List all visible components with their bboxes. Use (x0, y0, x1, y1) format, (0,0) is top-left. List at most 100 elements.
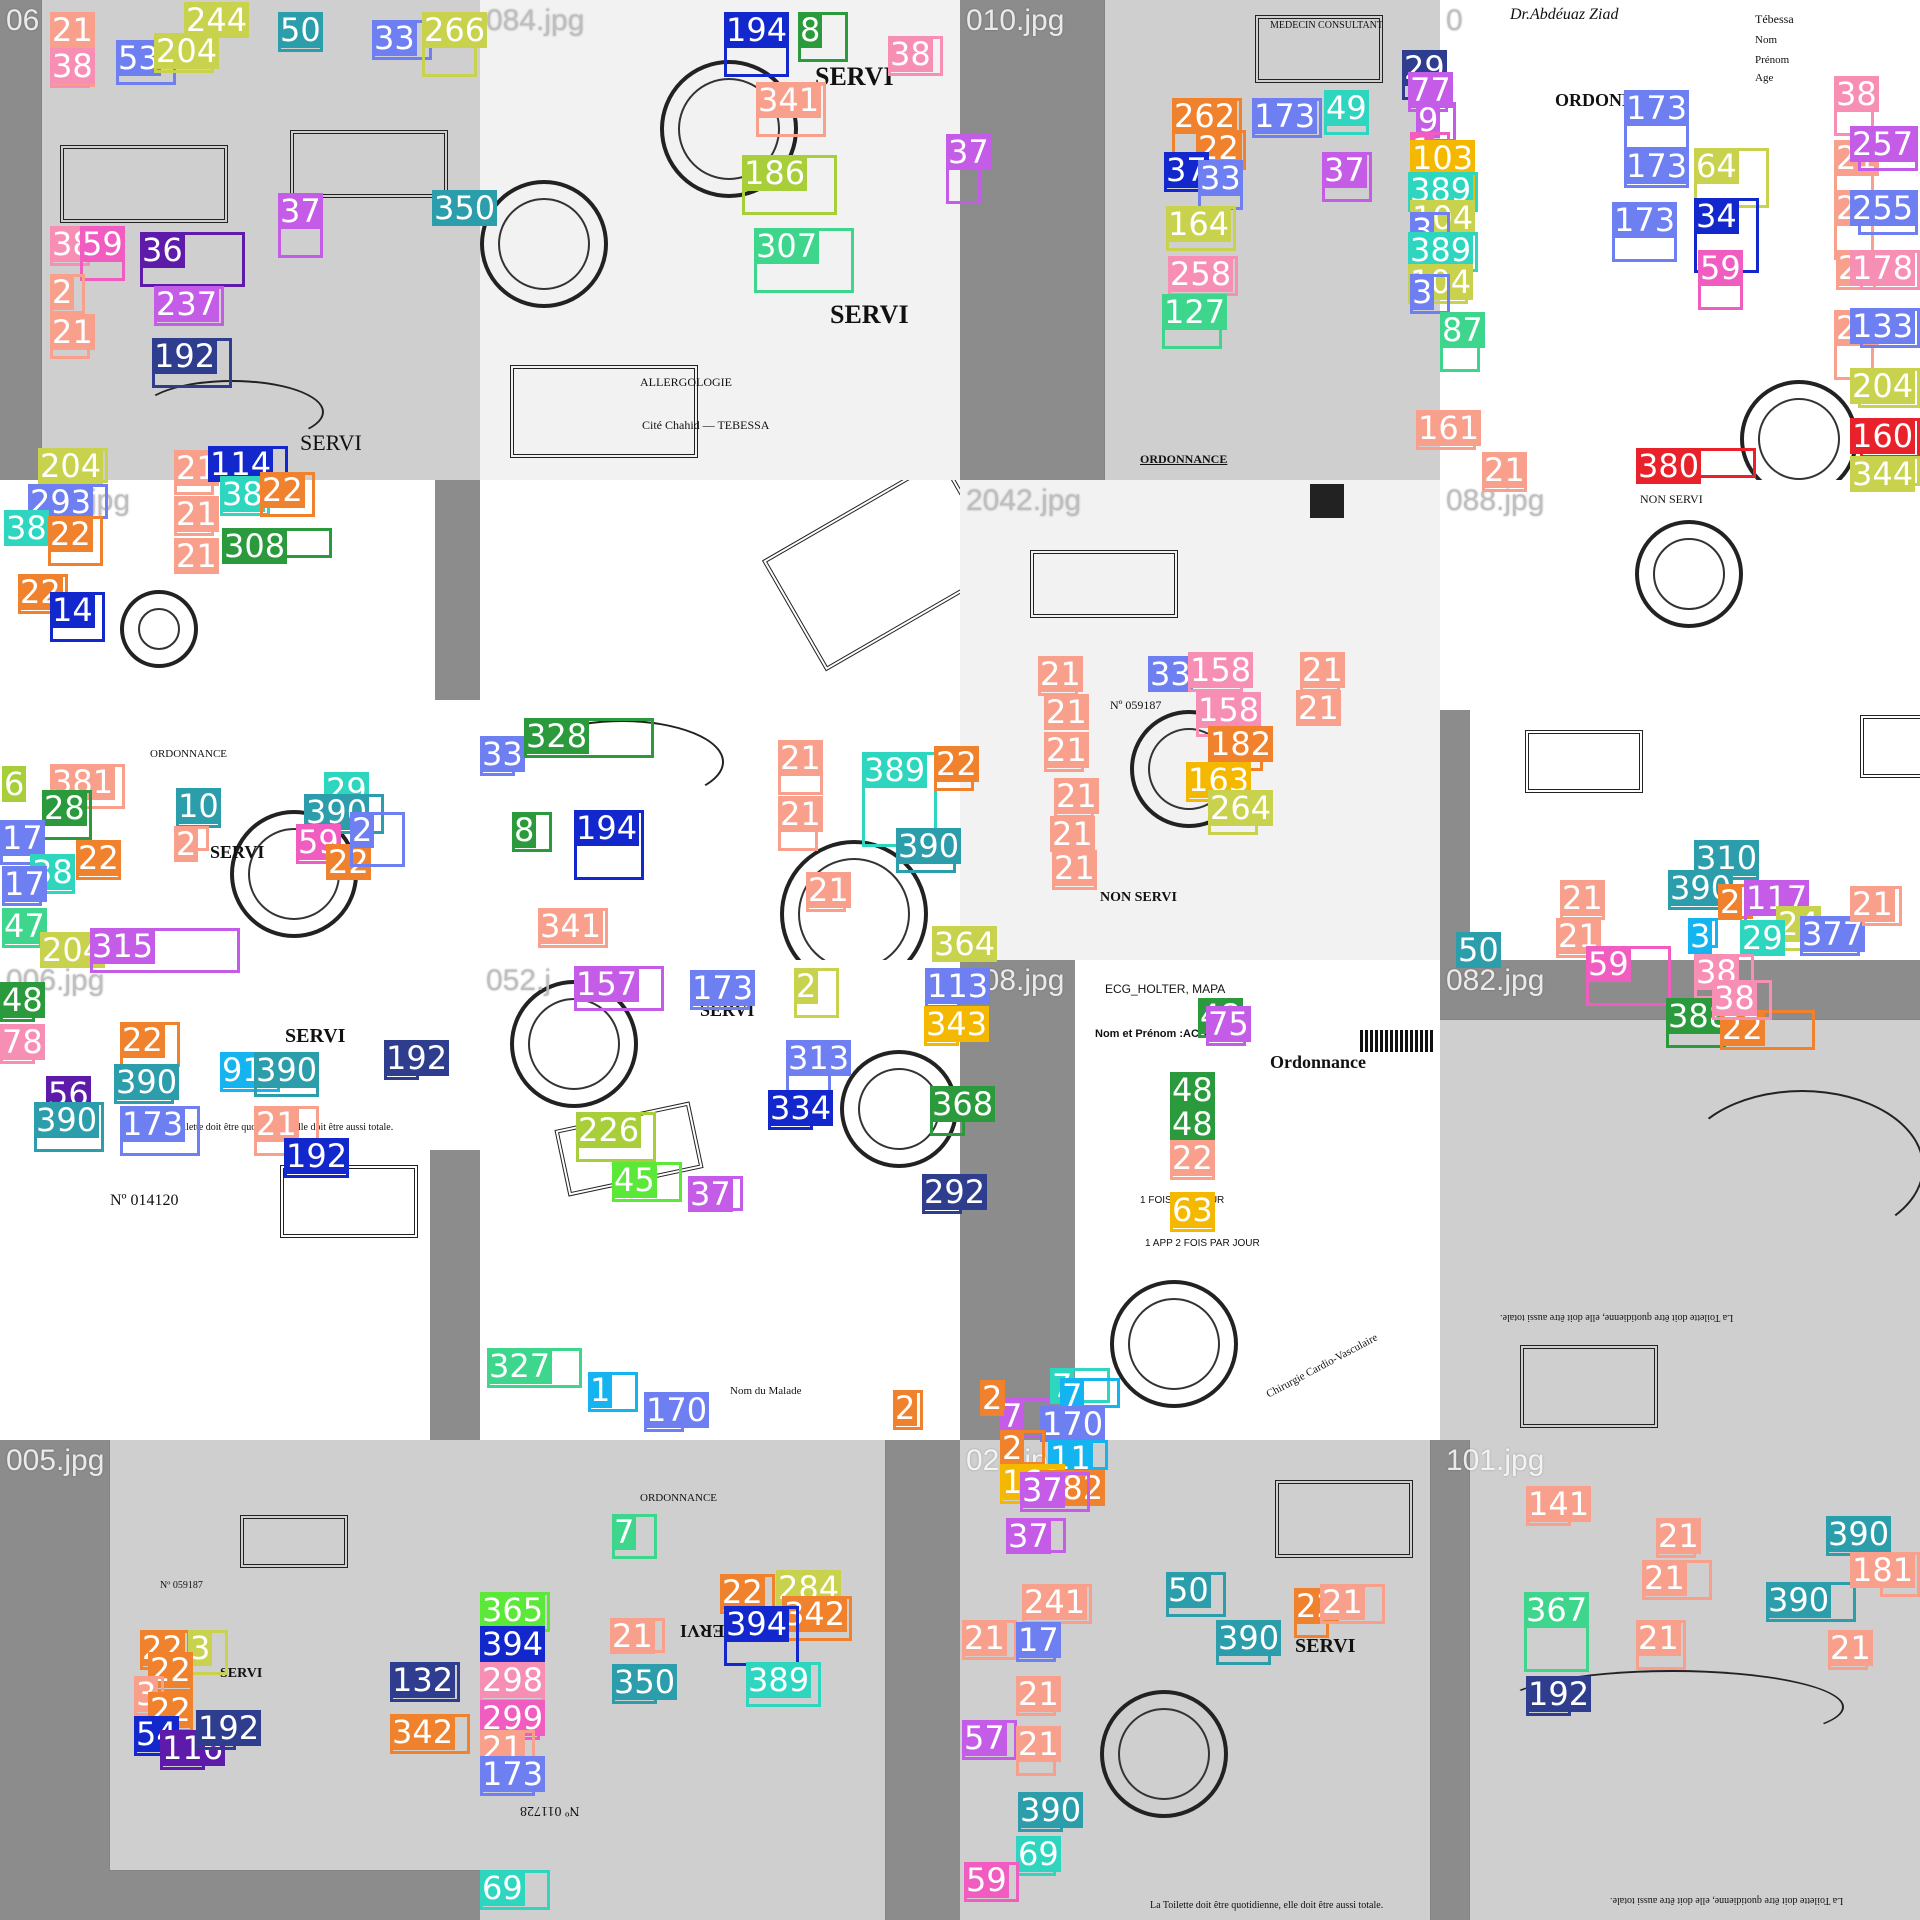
detection-label: 38 (4, 509, 49, 547)
tile-084: SERVI SERVI ALLERGOLOGIE Cité Chahid — T… (480, 0, 960, 480)
detection-label: 173 (1612, 201, 1678, 239)
detection-label: 192 (1526, 1675, 1592, 1713)
detection-label: 21 (1016, 1725, 1061, 1763)
detection-label: 21 (1642, 1559, 1687, 1597)
detection-label: 182 (1208, 725, 1274, 763)
detection-label: 127 (1162, 293, 1228, 331)
doc-text: SERVI (285, 1025, 346, 1047)
detection-label: 160 (1850, 417, 1916, 455)
doc-text: ALLERGOLOGIE (640, 375, 732, 389)
detection-label: 38 (1712, 979, 1757, 1017)
detection-label: 38 (220, 475, 265, 513)
detection-label: 59 (296, 823, 341, 861)
detection-label: 38 (888, 35, 933, 73)
detection-label: 21 (1320, 1583, 1365, 1621)
doc-text: Tébessa (1755, 12, 1794, 26)
detection-label: 69 (480, 1869, 525, 1907)
detection-label: 173 (1624, 147, 1690, 185)
detection-label: 21 (1560, 879, 1605, 917)
detection-label: 21 (254, 1105, 299, 1143)
detection-label: 59 (964, 1861, 1009, 1899)
detection-label: 64 (1694, 147, 1739, 185)
detection-label: 368 (930, 1085, 996, 1123)
round-stamp (480, 180, 608, 308)
detection-label: 307 (754, 227, 820, 265)
detection-label: 21 (1556, 917, 1601, 955)
detection-label: 37 (688, 1175, 733, 1213)
doc-text: MEDECIN CONSULTANT (1270, 20, 1383, 31)
detection-label: 21 (1050, 815, 1095, 853)
detection-label: 38 (50, 47, 95, 85)
detection-label: 2 (1718, 883, 1743, 921)
detection-label: 264 (1208, 789, 1274, 827)
doc-text: Nom (1755, 34, 1777, 46)
tile-005: Nº 059187 SERVI 005.jpg (0, 1440, 480, 1920)
detection-label: 37 (946, 133, 991, 171)
detection-label: 194 (724, 11, 790, 49)
tile-filename: 005.jpg (6, 1444, 105, 1477)
detection-label: 328 (524, 717, 590, 755)
detection-label: 284 (776, 1569, 842, 1607)
detection-label: 33 (480, 735, 525, 773)
detection-label: 173 (1252, 97, 1318, 135)
detection-label: 50 (1456, 931, 1501, 969)
detection-label: 255 (1850, 189, 1916, 227)
detection-label: 390 (1216, 1619, 1282, 1657)
detection-label: 21 (610, 1617, 655, 1655)
detection-label: 21 (174, 537, 219, 575)
page-gap (1440, 710, 1470, 960)
detection-label: 47 (2, 907, 47, 945)
detection-label: 17 (2, 865, 47, 903)
detection-label: 390 (1018, 1791, 1084, 1829)
pharmacy-stamp (780, 840, 928, 960)
rubber-stamp (1525, 730, 1643, 793)
detection-label: 173 (690, 969, 756, 1007)
detection-label: 21 (1052, 849, 1097, 887)
detection-label: 192 (196, 1709, 262, 1747)
detection-label: 37 (1006, 1517, 1051, 1555)
pharmacy-stamp (1110, 1280, 1238, 1408)
detection-label: 21 (962, 1619, 1007, 1657)
detection-label: 161 (1416, 409, 1482, 447)
detection-label: 194 (574, 809, 640, 847)
detection-label: 22 (148, 1651, 193, 1689)
detection-label: 2 (794, 967, 819, 1005)
page-gap (430, 1150, 480, 1440)
detection-label: 103 (1410, 139, 1476, 177)
detection-label: 308 (222, 527, 288, 565)
detection-label: 22 (326, 843, 371, 881)
detection-label: 341 (756, 81, 822, 119)
round-stamp (120, 590, 198, 668)
detection-label: 59 (1586, 945, 1631, 983)
tile-filename: 084.jpg (486, 4, 585, 37)
handwriting-scribble (520, 720, 724, 804)
detection-label: 266 (422, 11, 488, 49)
detection-label: 33 (1148, 655, 1193, 693)
detection-label: 21 (1828, 1629, 1873, 1667)
detection-label: 389 (1408, 231, 1474, 269)
detection-label: 6 (2, 765, 27, 803)
detection-label: 3 (188, 1629, 213, 1667)
tile-filename: 052.j (486, 964, 552, 997)
detection-label: 334 (768, 1089, 834, 1127)
rubber-stamp (1255, 15, 1383, 83)
tile-filename: 06 (6, 4, 40, 37)
detection-label: 21 (1054, 777, 1099, 815)
detection-label: 59 (80, 225, 125, 263)
detection-label: 38 (1834, 75, 1879, 113)
tile-filename: 010.jpg (966, 4, 1065, 37)
barcode (1360, 1030, 1435, 1052)
detection-label: 48 (1170, 1105, 1215, 1143)
detection-label: 3 (1410, 273, 1435, 311)
detection-label: 63 (1170, 1191, 1215, 1229)
detection-label: 237 (154, 285, 220, 323)
detection-label: 8 (798, 11, 823, 49)
detection-label: 377 (1800, 915, 1866, 953)
detection-label: 2 (350, 811, 375, 849)
detection-label: 14 (50, 591, 95, 629)
detection-label: 49 (1324, 89, 1369, 127)
detection-label: 2 (980, 1379, 1005, 1417)
detection-label: 350 (612, 1663, 678, 1701)
